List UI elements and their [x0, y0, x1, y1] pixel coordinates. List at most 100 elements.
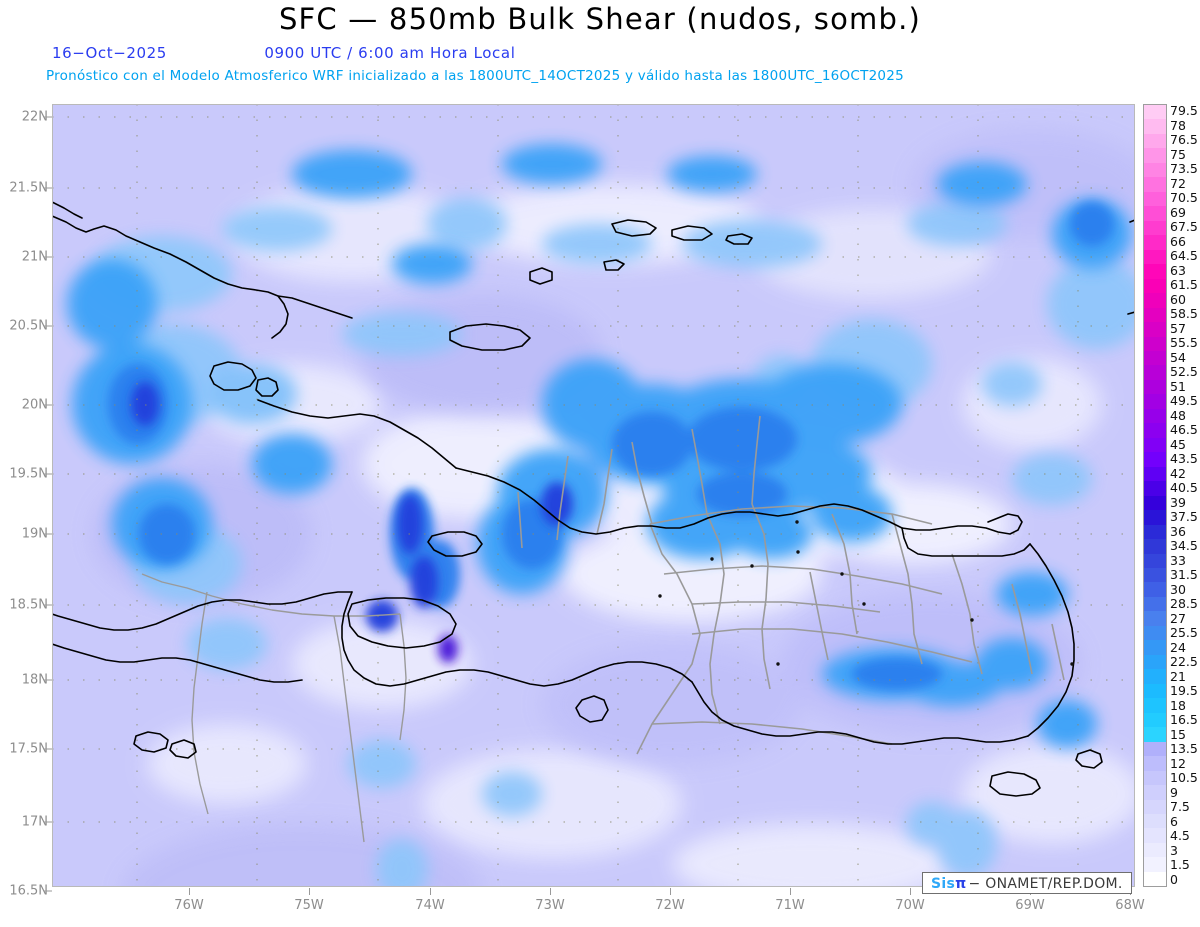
colorbar-tick-label: 36: [1170, 523, 1186, 539]
colorbar-swatch: [1144, 524, 1166, 540]
colorbar-tick-label: 72: [1170, 175, 1186, 191]
colorbar-tick-label: 12: [1170, 755, 1186, 771]
colorbar-swatch: [1144, 683, 1166, 699]
colorbar-swatch: [1144, 394, 1166, 409]
colorbar-tick-label: 67.5: [1170, 219, 1198, 234]
colorbar-tick-label: 70.5: [1170, 190, 1198, 205]
colorbar-tick-label: 27: [1170, 610, 1186, 626]
model-description: Pronóstico con el Modelo Atmosferico WRF…: [46, 68, 904, 84]
colorbar-tick-label: 7.5: [1170, 799, 1190, 814]
x-axis-tick-label: 69W: [1015, 898, 1045, 913]
x-axis-tick: [309, 888, 310, 895]
brand-name: Sis: [931, 875, 956, 892]
colorbar-tick-label: 21: [1170, 668, 1186, 684]
colorbar-labels: 79.5 78 76.5 75 73.5 72 70.5 69 67.5 66 64.5 63 61.5…: [1170, 104, 1200, 887]
province-borders: [517, 415, 1065, 755]
colorbar-tick-label: 37.5: [1170, 509, 1198, 524]
agency-name: − ONAMET/REP.DOM.: [968, 875, 1123, 892]
x-axis-tick-label: 71W: [775, 898, 805, 913]
x-axis-tick: [189, 888, 190, 895]
colorbar-swatch: [1144, 568, 1166, 583]
colorbar-tick-label: 78: [1170, 117, 1186, 133]
forecast-date: 16−Oct−2025: [52, 44, 167, 62]
x-axis-tick-label: 72W: [655, 898, 685, 913]
colorbar-swatch: [1144, 249, 1166, 265]
colorbar-swatch: [1144, 437, 1166, 453]
colorbar-swatch: [1144, 408, 1166, 424]
colorbar-tick-label: 60: [1170, 291, 1186, 307]
x-axis-tick: [670, 888, 671, 895]
colorbar-swatch: [1144, 220, 1166, 236]
y-axis-tick-label: 18N: [21, 672, 48, 688]
colorbar-tick-label: 39: [1170, 494, 1186, 510]
x-axis-tick: [910, 888, 911, 895]
colorbar-swatch: [1144, 133, 1166, 149]
colorbar-tick-label: 51: [1170, 378, 1186, 394]
colorbar-swatch: [1144, 785, 1166, 800]
colorbar-tick-label: 31.5: [1170, 567, 1198, 582]
colorbar-swatch: [1144, 336, 1166, 351]
colorbar-tick-label: 42: [1170, 465, 1186, 481]
colorbar-tick-label: 10.5: [1170, 770, 1198, 785]
shear-map-plot: [52, 104, 1135, 887]
colorbar-swatch: [1144, 741, 1166, 757]
colorbar-tick-label: 0: [1170, 871, 1178, 887]
y-axis-tick: [44, 256, 52, 258]
colorbar-tick-label: 13.5: [1170, 741, 1198, 756]
colorbar-tick-label: 19.5: [1170, 683, 1198, 698]
colorbar-swatch: [1144, 466, 1166, 482]
y-axis-tick-label: 22N: [21, 109, 48, 125]
colorbar-swatch: [1144, 495, 1166, 511]
colorbar-tick-label: 46.5: [1170, 422, 1198, 437]
colorbar-swatch: [1144, 307, 1166, 323]
forecast-valid-time: 0900 UTC / 6:00 am Hora Local: [264, 44, 516, 62]
y-axis-tick: [44, 404, 52, 406]
colorbar-swatch: [1144, 727, 1166, 742]
colorbar-tick-label: 9: [1170, 784, 1178, 800]
colorbar-swatch: [1144, 842, 1166, 858]
colorbar-tick-label: 79.5: [1170, 103, 1198, 118]
y-axis-tick: [44, 473, 52, 475]
colorbar-swatch: [1144, 698, 1166, 713]
page-title: SFC — 850mb Bulk Shear (nudos, somb.): [278, 2, 922, 36]
colorbar-swatch: [1144, 423, 1166, 438]
colorbar-tick-label: 48: [1170, 407, 1186, 423]
colorbar-swatch: [1144, 264, 1166, 279]
colorbar-tick-label: 34.5: [1170, 538, 1198, 553]
colorbar-swatch: [1144, 105, 1166, 120]
y-axis-tick-label: 16.5N: [9, 883, 48, 899]
colorbar-swatch: [1144, 640, 1166, 655]
colorbar-tick-label: 66: [1170, 233, 1186, 249]
x-axis-tick: [430, 888, 431, 895]
city-markers: [658, 520, 1074, 666]
y-axis-tick: [44, 890, 52, 892]
colorbar-tick-label: 54: [1170, 349, 1186, 365]
colorbar-tick-label: 3: [1170, 842, 1178, 858]
x-axis-tick-label: 75W: [294, 898, 324, 913]
y-axis-tick-label: 17N: [21, 814, 48, 830]
y-axis-tick-label: 21N: [21, 249, 48, 265]
colorbar-swatch: [1144, 206, 1166, 221]
y-axis-tick: [44, 325, 52, 327]
colorbar-swatch: [1144, 191, 1166, 207]
colorbar-swatch: [1144, 278, 1166, 294]
colorbar-tick-label: 76.5: [1170, 132, 1198, 147]
colorbar-swatch: [1144, 293, 1166, 308]
y-axis-tick-label: 21.5N: [9, 180, 48, 196]
x-axis-tick-label: 73W: [535, 898, 565, 913]
y-axis-tick-label: 18.5N: [9, 597, 48, 613]
colorbar-swatch: [1144, 177, 1166, 192]
colorbar-swatch: [1144, 553, 1166, 568]
colorbar-swatch: [1144, 119, 1166, 134]
y-axis-tick-label: 20.5N: [9, 318, 48, 334]
colorbar-tick-label: 18: [1170, 697, 1186, 713]
colorbar-tick-label: 24: [1170, 639, 1186, 655]
colorbar-swatch: [1144, 669, 1166, 684]
colorbar-tick-label: 61.5: [1170, 277, 1198, 292]
colorbar-swatch: [1144, 510, 1166, 525]
y-axis-tick: [44, 533, 52, 535]
x-axis-tick-label: 70W: [895, 898, 925, 913]
colorbar-tick-label: 25.5: [1170, 625, 1198, 640]
colorbar-swatch: [1144, 712, 1166, 728]
